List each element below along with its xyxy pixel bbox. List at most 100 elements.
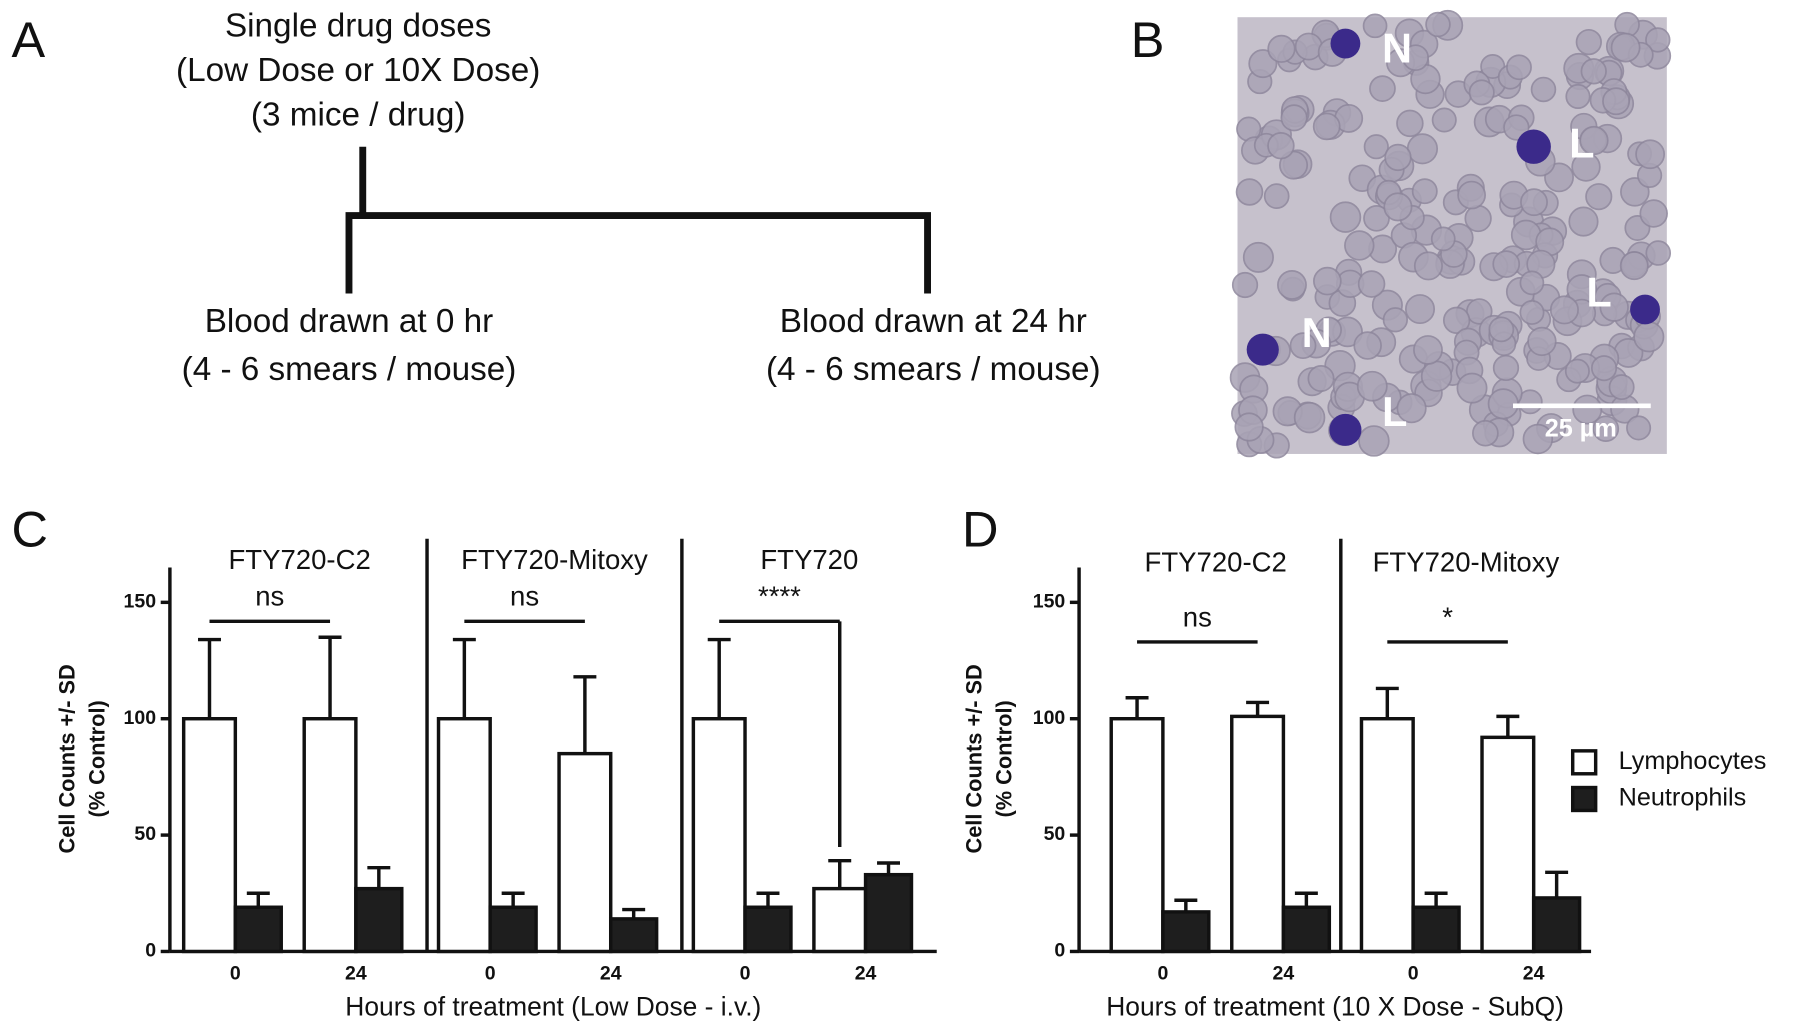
diagram-text: Blood drawn at 24 hr xyxy=(780,303,1087,340)
red-cell xyxy=(1602,87,1631,116)
panel-label: D xyxy=(962,500,998,557)
y-tick-label: 100 xyxy=(1033,707,1066,729)
red-cell xyxy=(1289,332,1317,360)
red-cell xyxy=(1406,133,1439,165)
diagram-text: (Low Dose or 10X Dose) xyxy=(176,52,540,89)
red-cell xyxy=(1608,374,1635,401)
bar xyxy=(488,905,538,954)
red-cell xyxy=(1522,423,1554,455)
legend-label: Lymphocytes xyxy=(1619,747,1767,775)
red-cell xyxy=(1279,150,1309,180)
x-tick-label: 0 xyxy=(1408,963,1419,985)
red-cell xyxy=(1592,415,1620,442)
diagram-text: Single drug doses xyxy=(225,7,491,44)
y-tick-label: 150 xyxy=(1033,591,1066,613)
red-cell xyxy=(1519,270,1545,296)
facet-title: FTY720-C2 xyxy=(228,544,370,575)
red-cell xyxy=(1307,365,1335,392)
y-tick-label: 150 xyxy=(124,591,157,613)
red-cell xyxy=(1402,44,1429,72)
red-cell xyxy=(1626,415,1652,441)
significance-label: * xyxy=(1442,601,1453,632)
red-cell xyxy=(1344,230,1375,261)
diagram-text: Blood drawn at 0 hr xyxy=(205,303,494,340)
legend-swatch xyxy=(1570,785,1598,813)
cell-label: L xyxy=(1586,270,1611,316)
x-axis-label: Hours of treatment (Low Dose - i.v.) xyxy=(345,992,761,1022)
x-tick-label: 0 xyxy=(1157,963,1168,985)
x-tick-label: 24 xyxy=(600,963,622,985)
red-cell xyxy=(1519,299,1545,325)
bar xyxy=(181,717,238,954)
red-cell xyxy=(1358,425,1390,457)
red-cell xyxy=(1565,83,1591,110)
bar xyxy=(1411,905,1461,954)
bar xyxy=(233,905,283,954)
bar xyxy=(1161,910,1211,954)
red-cell xyxy=(1635,139,1666,170)
red-cell xyxy=(1633,321,1665,353)
significance-label: **** xyxy=(758,581,801,612)
x-axis-label: Hours of treatment (10 X Dose - SubQ) xyxy=(1106,992,1564,1022)
red-cell xyxy=(1527,326,1557,357)
red-cell xyxy=(1413,251,1443,281)
red-cell xyxy=(1520,188,1548,217)
red-cell xyxy=(1396,109,1424,138)
bar xyxy=(1281,905,1332,954)
red-cell xyxy=(1267,34,1296,63)
red-cell xyxy=(1431,107,1457,133)
facet-title: FTY720-Mitoxy xyxy=(1373,546,1560,577)
y-axis-label: (% Control) xyxy=(84,700,109,817)
red-cell xyxy=(1610,32,1641,63)
red-cell xyxy=(1442,306,1471,334)
white-cell xyxy=(1330,28,1361,59)
red-cell xyxy=(1580,58,1607,85)
red-cell xyxy=(1464,204,1492,233)
bar xyxy=(1531,896,1582,954)
red-cell xyxy=(1280,104,1308,132)
red-cell xyxy=(1411,178,1438,205)
red-cell xyxy=(1572,394,1603,425)
red-cell xyxy=(1468,79,1495,106)
red-cell xyxy=(1294,32,1323,61)
red-cell xyxy=(1329,201,1362,233)
y-axis-label: Cell Counts +/- SD xyxy=(55,664,80,853)
red-cell xyxy=(1357,270,1386,298)
bar xyxy=(691,717,747,954)
red-cell xyxy=(1568,206,1599,237)
red-cell xyxy=(1579,125,1609,156)
panel-label: A xyxy=(11,11,45,68)
cells xyxy=(1229,9,1672,459)
white-cell xyxy=(1630,294,1660,325)
red-cell xyxy=(1404,294,1436,325)
x-tick-label: 24 xyxy=(1273,963,1295,985)
bar xyxy=(354,886,404,954)
red-cell xyxy=(1645,27,1671,53)
diagram-text: (4 - 6 smears / mouse) xyxy=(766,351,1101,388)
red-cell xyxy=(1382,307,1408,333)
red-cell xyxy=(1639,199,1668,228)
red-cell xyxy=(1425,11,1451,38)
red-cell xyxy=(1506,54,1532,81)
y-tick-label: 0 xyxy=(1054,940,1065,962)
facet-title: FTY720 xyxy=(760,544,858,575)
red-cell xyxy=(1590,355,1618,382)
red-cell xyxy=(1234,412,1264,442)
red-cell xyxy=(1235,178,1264,206)
y-axis-label: Cell Counts +/- SD xyxy=(962,664,987,853)
white-cell xyxy=(1246,333,1279,366)
significance-label: ns xyxy=(510,581,539,612)
white-cell xyxy=(1329,413,1362,446)
red-cell xyxy=(1277,270,1307,300)
panel-label: C xyxy=(11,500,47,557)
y-tick-label: 50 xyxy=(1044,823,1066,845)
cell-label: L xyxy=(1382,389,1407,435)
red-cell xyxy=(1384,143,1412,172)
cell-label: N xyxy=(1382,26,1412,72)
branch xyxy=(345,212,931,294)
red-cell xyxy=(1369,75,1396,102)
red-cell xyxy=(1313,266,1342,296)
red-cell xyxy=(1413,335,1443,365)
x-tick-label: 24 xyxy=(855,963,877,985)
